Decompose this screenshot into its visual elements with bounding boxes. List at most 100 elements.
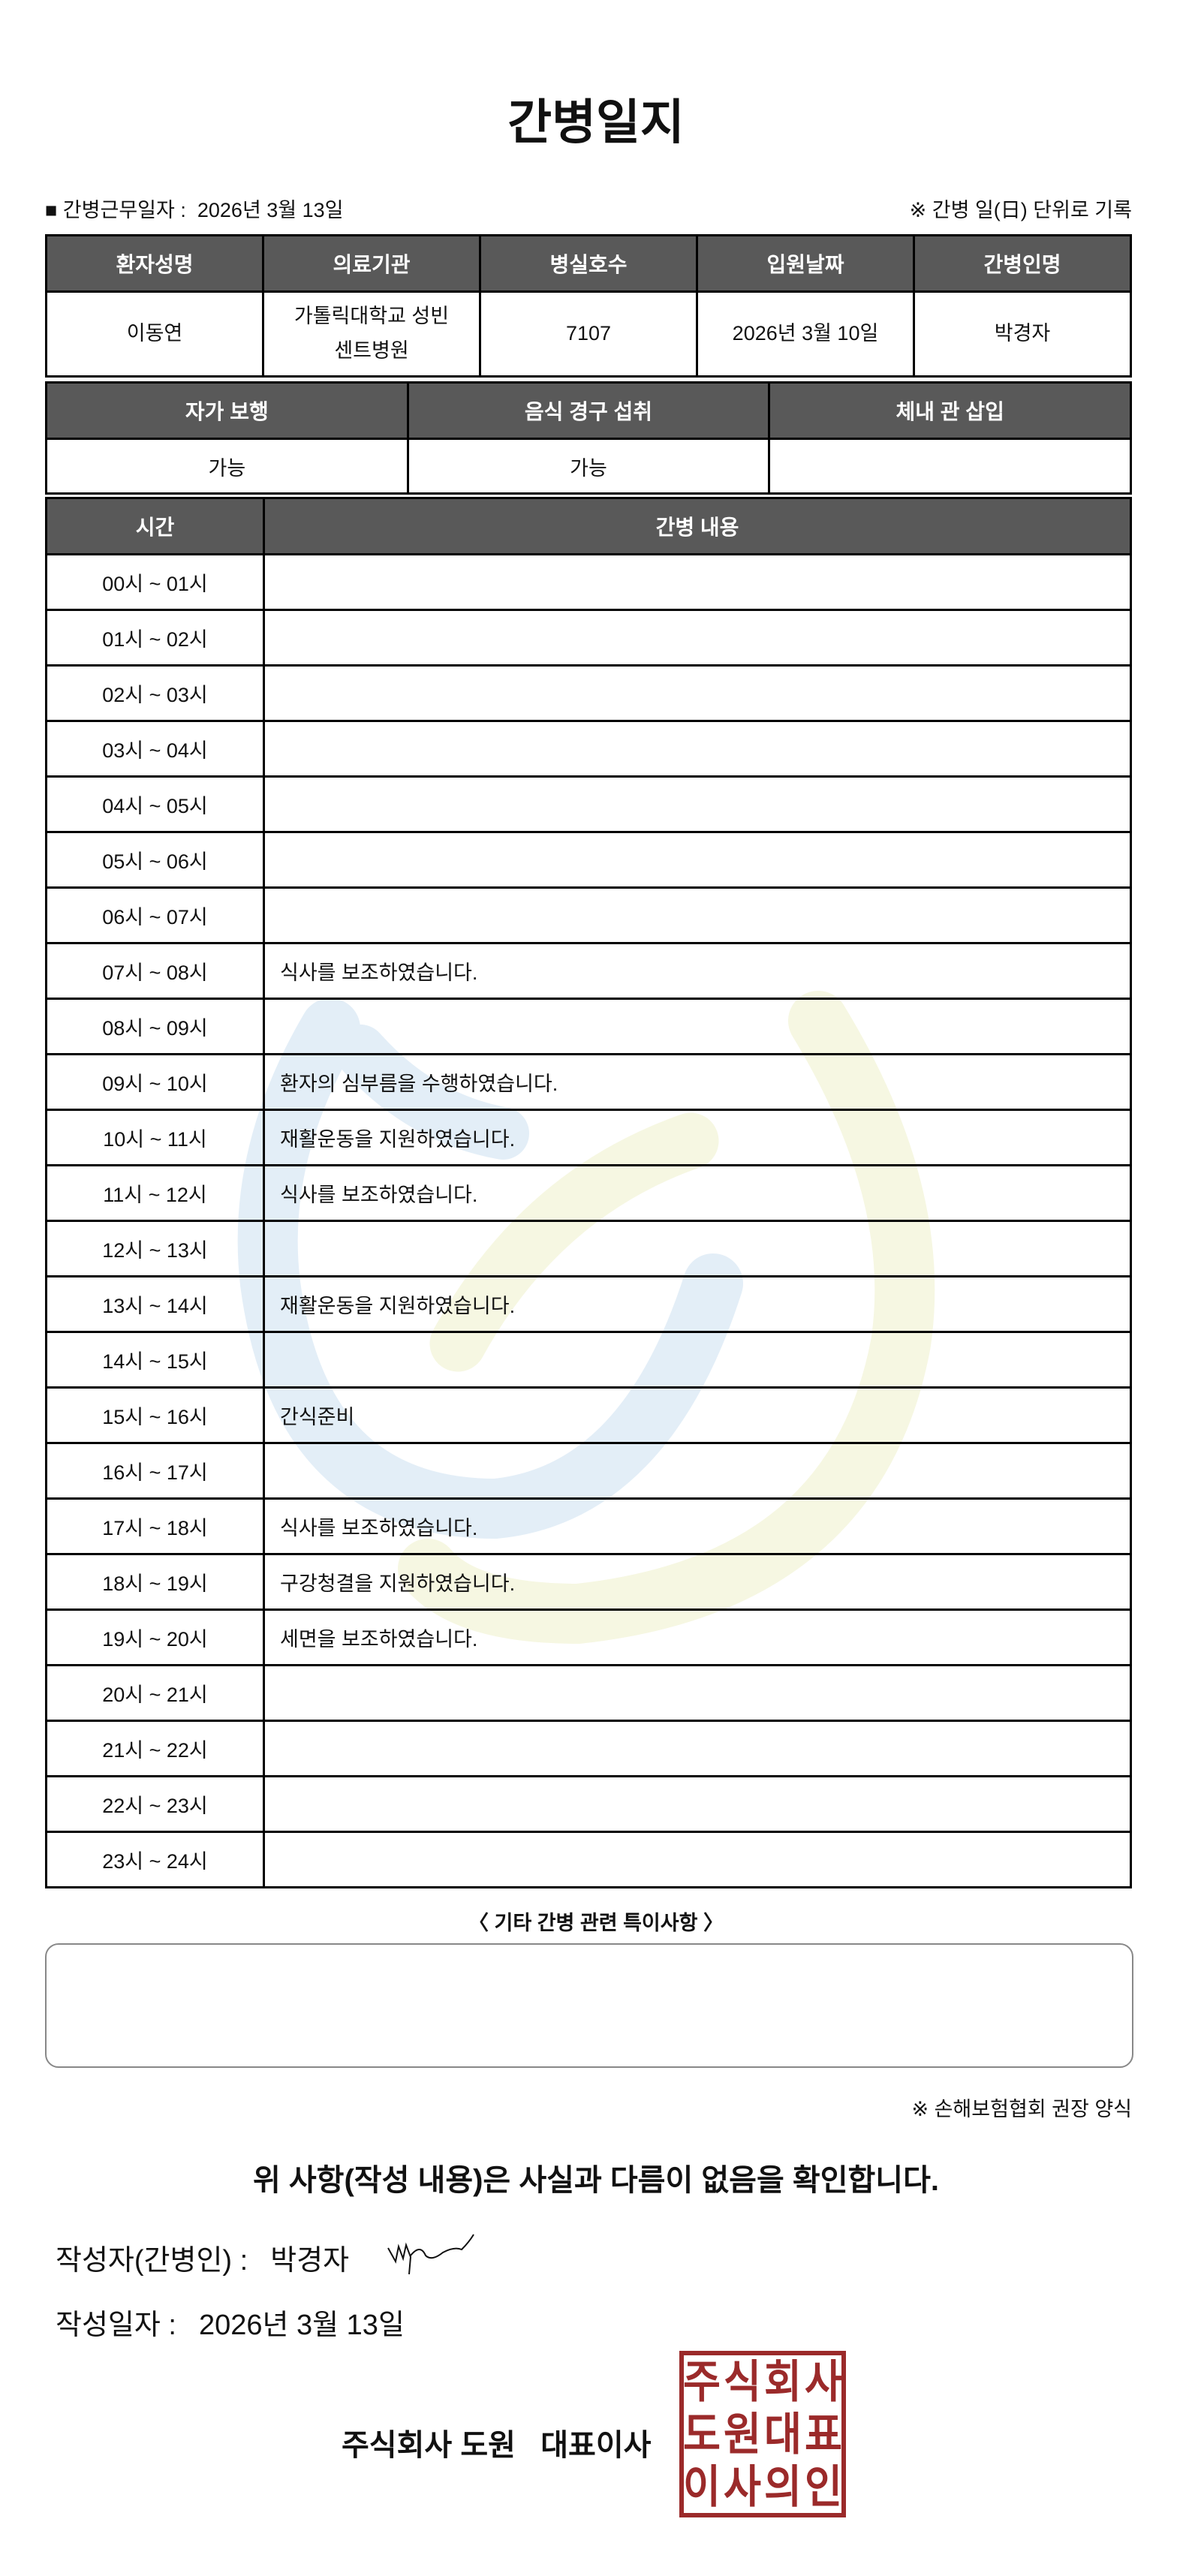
write-date-value: 2026년 3월 13일 — [198, 2310, 405, 2341]
time-cell: 14시 ~ 15시 — [45, 1331, 265, 1389]
header-patient-name: 환자성명 — [45, 234, 264, 293]
care-content-cell: 환자의 심부름을 수행하였습니다. — [263, 1053, 1132, 1111]
form-source-note: ※ 손해보험협회 권장 양식 — [911, 2098, 1132, 2120]
work-date: ■ 간병근무일자 : 2026년 3월 13일 — [45, 194, 344, 223]
care-content-cell — [263, 775, 1132, 833]
header-caregiver-name: 간병인명 — [913, 234, 1132, 293]
author: 작성자(간병인) : 박경자 — [56, 2237, 349, 2278]
time-cell: 01시 ~ 02시 — [45, 609, 265, 667]
company-representative: 주식회사 도원 대표이사 — [342, 2429, 652, 2462]
write-date-label: 작성일자 : — [56, 2310, 176, 2341]
care-content-cell — [263, 831, 1132, 889]
care-content-cell: 식사를 보조하였습니다. — [263, 1497, 1132, 1555]
seal-character: 의 — [764, 2462, 802, 2512]
table-row: 16시 ~ 17시 — [45, 1442, 1132, 1500]
table-row: 01시 ~ 02시 — [45, 609, 1132, 667]
care-content-cell: 식사를 보조하였습니다. — [263, 1164, 1132, 1222]
time-cell: 23시 ~ 24시 — [45, 1831, 265, 1888]
care-content-cell — [263, 1664, 1132, 1722]
time-cell: 20시 ~ 21시 — [45, 1664, 265, 1722]
care-content-cell — [263, 1220, 1132, 1277]
care-content-cell: 재활운동을 지원하였습니다. — [263, 1275, 1132, 1333]
care-log-table: 시간 간병 내용 00시 ~ 01시 01시 ~ 02시 02시 ~ 03시 03시 … — [45, 497, 1132, 1888]
time-cell: 12시 ~ 13시 — [45, 1220, 265, 1277]
table-row: 22시 ~ 23시 — [45, 1775, 1132, 1833]
care-content-cell — [263, 1442, 1132, 1500]
time-cell: 07시 ~ 08시 — [45, 942, 265, 1000]
seal-character: 회 — [764, 2357, 802, 2407]
table-row: 17시 ~ 18시 식사를 보조하였습니다. — [45, 1497, 1132, 1555]
table-row: 03시 ~ 04시 — [45, 720, 1132, 778]
care-content-cell: 세면을 보조하였습니다. — [263, 1608, 1132, 1666]
seal-character: 도 — [683, 2409, 721, 2460]
time-cell: 18시 ~ 19시 — [45, 1553, 265, 1611]
table-row: 13시 ~ 14시 재활운동을 지원하였습니다. — [45, 1275, 1132, 1333]
time-cell: 05시 ~ 06시 — [45, 831, 265, 889]
page-title: 간병일지 — [507, 95, 685, 149]
time-cell: 06시 ~ 07시 — [45, 886, 265, 944]
care-content-cell — [263, 1775, 1132, 1833]
seal-character: 사 — [724, 2462, 761, 2512]
table-row: 20시 ~ 21시 — [45, 1664, 1132, 1722]
header-self-walking: 자가 보행 — [45, 381, 409, 440]
time-cell: 03시 ~ 04시 — [45, 720, 265, 778]
header-time: 시간 — [45, 497, 265, 555]
author-value: 박경자 — [270, 2245, 350, 2277]
time-cell: 00시 ~ 01시 — [45, 553, 265, 611]
hospital: 가톨릭대학교 성빈센트병원 — [262, 290, 481, 378]
care-content-cell — [263, 886, 1132, 944]
header-oral-intake: 음식 경구 섭취 — [406, 381, 771, 440]
write-date: 작성일자 : 2026년 3월 13일 — [56, 2301, 405, 2343]
tube-insertion — [768, 438, 1132, 495]
patient-status-table: 자가 보행 음식 경구 섭취 체내 관 삽입 가능 가능 — [45, 381, 1132, 495]
time-cell: 11시 ~ 12시 — [45, 1164, 265, 1222]
time-cell: 15시 ~ 16시 — [45, 1386, 265, 1444]
patient-info-table: 환자성명 의료기관 병실호수 입원날짜 간병인명 이동연 가톨릭대학교 성빈센트… — [45, 234, 1132, 378]
header-tube-insertion: 체내 관 삽입 — [768, 381, 1132, 440]
time-cell: 19시 ~ 20시 — [45, 1608, 265, 1666]
time-cell: 21시 ~ 22시 — [45, 1720, 265, 1777]
author-label: 작성자(간병인) : — [56, 2245, 248, 2277]
time-cell: 17시 ~ 18시 — [45, 1497, 265, 1555]
table-row: 14시 ~ 15시 — [45, 1331, 1132, 1389]
table-row: 18시 ~ 19시 구강청결을 지원하였습니다. — [45, 1553, 1132, 1611]
table-row: 00시 ~ 01시 — [45, 553, 1132, 611]
table-row: 10시 ~ 11시 재활운동을 지원하였습니다. — [45, 1109, 1132, 1166]
work-date-value: 2026년 3월 13일 — [197, 199, 344, 221]
table-row: 07시 ~ 08시 식사를 보조하였습니다. — [45, 942, 1132, 1000]
seal-character: 대 — [764, 2409, 802, 2460]
time-cell: 04시 ~ 05시 — [45, 775, 265, 833]
care-content-cell — [263, 609, 1132, 667]
seal-character: 주 — [683, 2357, 721, 2407]
seal-character: 인 — [805, 2462, 842, 2512]
admission-date: 2026년 3월 10일 — [696, 290, 915, 378]
work-date-label: ■ 간병근무일자 : — [45, 199, 186, 221]
time-cell: 10시 ~ 11시 — [45, 1109, 265, 1166]
time-cell: 09시 ~ 10시 — [45, 1053, 265, 1111]
remarks-box — [45, 1943, 1133, 2068]
table-row: 04시 ~ 05시 — [45, 775, 1132, 833]
time-cell: 13시 ~ 14시 — [45, 1275, 265, 1333]
care-content-cell — [263, 1331, 1132, 1389]
care-content-cell: 식사를 보조하였습니다. — [263, 942, 1132, 1000]
table-row: 02시 ~ 03시 — [45, 664, 1132, 722]
caregiver-name: 박경자 — [913, 290, 1132, 378]
seal-character: 식 — [724, 2357, 761, 2407]
table-row: 06시 ~ 07시 — [45, 886, 1132, 944]
care-content-cell — [263, 1720, 1132, 1777]
care-content-cell — [263, 998, 1132, 1055]
room-number: 7107 — [479, 290, 698, 378]
time-cell: 16시 ~ 17시 — [45, 1442, 265, 1500]
self-walking: 가능 — [45, 438, 409, 495]
care-content-cell — [263, 553, 1132, 611]
table-row: 15시 ~ 16시 간식준비 — [45, 1386, 1132, 1444]
care-content-cell: 재활운동을 지원하였습니다. — [263, 1109, 1132, 1166]
unit-note: ※ 간병 일(日) 단위로 기록 — [909, 199, 1132, 221]
table-row: 19시 ~ 20시 세면을 보조하였습니다. — [45, 1608, 1132, 1666]
time-cell: 02시 ~ 03시 — [45, 664, 265, 722]
care-content-cell — [263, 720, 1132, 778]
table-row: 12시 ~ 13시 — [45, 1220, 1132, 1277]
time-cell: 22시 ~ 23시 — [45, 1775, 265, 1833]
oral-intake: 가능 — [406, 438, 771, 495]
company-seal-icon: 주 식 회 사도 원 대 표이 사 의 인 — [679, 2351, 846, 2517]
